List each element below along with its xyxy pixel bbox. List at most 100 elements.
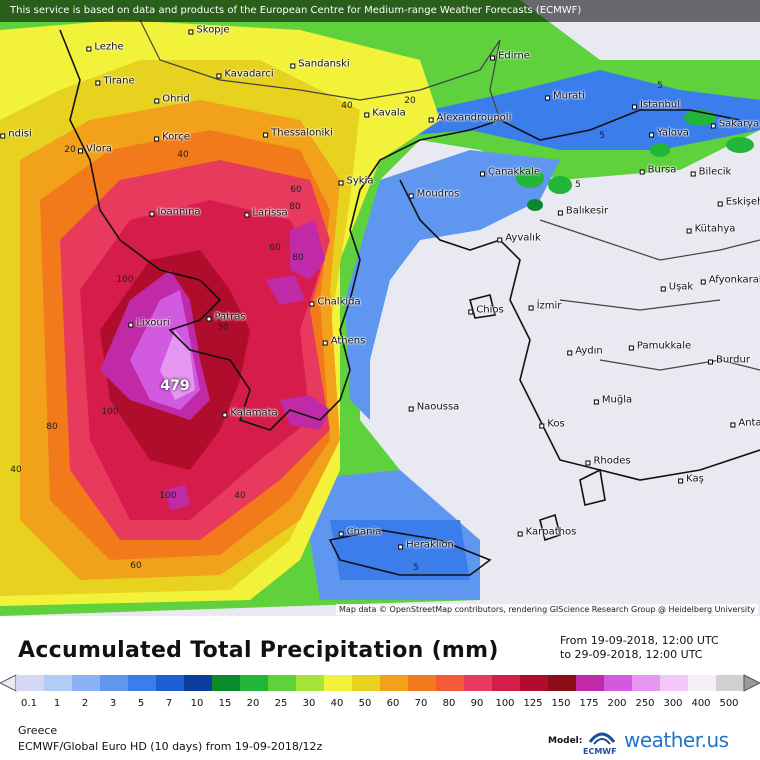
scale-swatch [492, 675, 521, 691]
scale-swatch [352, 675, 381, 691]
map-attribution[interactable]: Map data © OpenStreetMap contributors, r… [336, 604, 758, 615]
scale-swatch [436, 675, 465, 691]
city-label-edirne: Edirne [490, 50, 530, 62]
isoline-label: 20 [404, 96, 416, 106]
range-to: to 29-09-2018, 12:00 UTC [560, 648, 703, 661]
city-label-afyonkarahisar: Afyonkarah [700, 275, 760, 286]
city-label-izmir: İzmir [528, 300, 562, 312]
city-label-balikesir: Balıkesir [557, 205, 609, 217]
city-label-murati: Murati [545, 90, 585, 102]
city-label-ayvalik: Ayvalık [497, 232, 541, 244]
city-label-sykia: Sykia [338, 175, 374, 187]
city-label-burdur: Burdur [708, 354, 750, 366]
scale-tick-label: 5 [137, 698, 145, 709]
city-label-skopje: Skopje [188, 24, 230, 36]
isoline-label: 100 [159, 491, 177, 501]
isoline-label: 40 [10, 465, 22, 475]
scale-tick-label: 80 [442, 698, 456, 709]
region-label: Greece [18, 724, 58, 737]
scale-tick-label: 15 [218, 698, 232, 709]
scale-tick-label: 500 [719, 698, 739, 709]
city-label-sandanski: Sandanski [290, 58, 350, 70]
isoline-label: 5 [657, 81, 663, 91]
city-label-tirane: Tirane [95, 75, 135, 87]
city-label-rhodes: Rhodes [585, 455, 631, 467]
isoline-label: 60 [290, 185, 302, 195]
scale-swatch [716, 675, 745, 691]
legend-panel: Accumulated Total Precipitation (mm) Fro… [0, 616, 760, 760]
city-label-larissa: Larissa [244, 207, 288, 219]
isoline-label: 40 [177, 150, 189, 160]
scale-tick-label: 125 [523, 698, 543, 709]
scale-tick-label: 7 [165, 698, 173, 709]
scale-tick-label: 60 [386, 698, 400, 709]
city-label-kavadarci: Kavadarci [216, 68, 274, 80]
city-label-athens: Athens [322, 335, 366, 347]
scale-swatch [16, 675, 45, 691]
scale-swatch [268, 675, 297, 691]
model-label: Model: [548, 736, 583, 746]
time-range: From 19-09-2018, 12:00 UTC to 29-09-2018… [560, 634, 719, 662]
city-label-bursa: Bursa [639, 164, 677, 176]
isoline-label: 5 [599, 131, 605, 141]
scale-swatch [688, 675, 717, 691]
city-label-sakarya: Sakarya [710, 118, 760, 130]
city-label-korce: Korçe [154, 131, 190, 143]
city-label-yalova: Yalova [649, 127, 689, 139]
scale-swatch [660, 675, 689, 691]
city-label-vlora: Vlora [78, 143, 112, 155]
scale-swatch [296, 675, 325, 691]
city-label-chios: Chios [468, 304, 504, 316]
isoline-label: 20 [64, 145, 76, 155]
city-label-karpathos: Karpathos [517, 526, 577, 538]
city-label-heraklion: Heraklion [398, 539, 454, 551]
city-label-istanbul: Istanbul [631, 99, 681, 111]
ecmwf-logo-icon[interactable] [584, 728, 620, 756]
scale-tick-label: 70 [414, 698, 428, 709]
isoline-label: 80 [46, 422, 58, 432]
scale-swatch [604, 675, 633, 691]
scale-tick-label: 25 [274, 698, 288, 709]
scale-tick-label: 250 [635, 698, 655, 709]
city-label-antalya: Anta [730, 417, 760, 429]
scale-tick-label: 30 [302, 698, 316, 709]
city-label-thessaloniki: Thessaloniki [263, 127, 333, 139]
city-label-chalkida: Chalkida [309, 296, 361, 308]
scale-tick-label: 2 [81, 698, 89, 709]
scale-swatch [212, 675, 241, 691]
weather-us-logo[interactable]: weather.us [624, 728, 729, 752]
city-label-aydin: Aydın [567, 345, 603, 357]
city-label-naoussa: Naoussa [408, 401, 460, 413]
isoline-label: 80 [292, 253, 304, 263]
scale-tick-label: 100 [495, 698, 515, 709]
ecmwf-logo-text: ECMWF [583, 747, 617, 756]
precipitation-map[interactable]: This service is based on data and produc… [0, 0, 760, 616]
city-label-kalamata: Kalamata [222, 407, 278, 419]
isoline-label: 5 [413, 563, 419, 573]
scale-swatch [464, 675, 493, 691]
city-label-pamukkale: Pamukkale [628, 340, 692, 352]
scale-swatch [408, 675, 437, 691]
city-label-chania: Chania [338, 526, 382, 538]
range-from: From 19-09-2018, 12:00 UTC [560, 634, 719, 647]
isoline-label: 100 [116, 275, 134, 285]
scale-swatch [380, 675, 409, 691]
city-label-usak: Uşak [660, 281, 694, 293]
isoline-label: 60 [269, 243, 281, 253]
isoline-label: 60 [130, 561, 142, 571]
scale-tick-label: 150 [551, 698, 571, 709]
ecmwf-notice-banner: This service is based on data and produc… [0, 0, 760, 22]
city-label-frosinone: ndisi [0, 128, 32, 140]
scale-tick-label: 40 [330, 698, 344, 709]
city-label-alexandroupoli: Alexandroupoli [428, 112, 512, 124]
color-scale-bar [0, 674, 760, 692]
city-label-mugla: Muğla [593, 394, 633, 406]
scale-tick-label: 200 [607, 698, 627, 709]
scale-tick-label: 175 [579, 698, 599, 709]
scale-left-arrow [0, 674, 17, 692]
scale-tick-label: 10 [190, 698, 204, 709]
scale-tick-label: 90 [470, 698, 484, 709]
scale-swatch [520, 675, 549, 691]
scale-swatch [324, 675, 353, 691]
scale-right-arrow [743, 674, 760, 692]
